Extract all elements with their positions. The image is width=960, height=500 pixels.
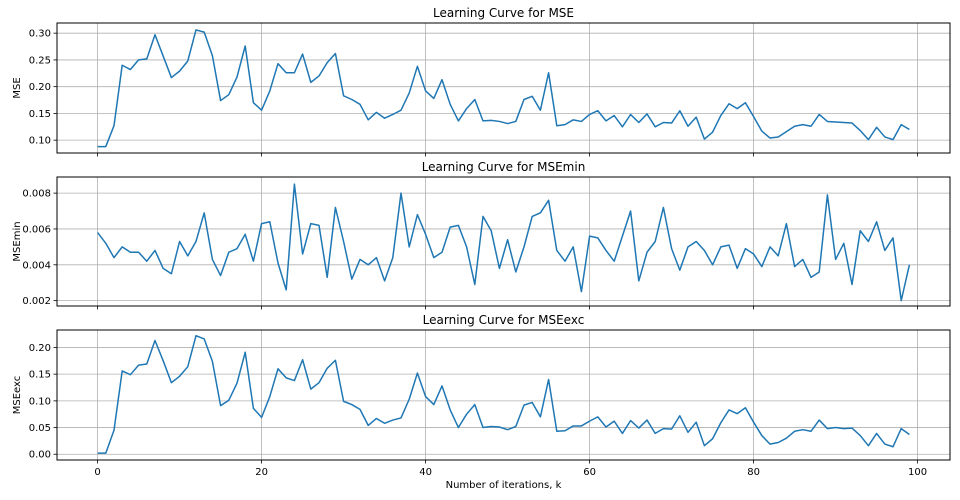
chart-panel-mse: 0.10 0.15 0.20 0.25 0.30 Learning Curve for M… xyxy=(12,6,951,157)
y-axis-label: MSE xyxy=(12,77,23,98)
chart-title: Learning Curve for MSEmin xyxy=(422,160,586,174)
y-tick-label: 0.30 xyxy=(29,29,51,40)
x-tick-label: 60 xyxy=(583,467,596,478)
chart-panel-msemin: 0.002 0.004 0.006 0.008 Learning Curve for M… xyxy=(12,160,951,310)
x-tick-label: 40 xyxy=(419,467,432,478)
series-line xyxy=(96,183,911,302)
y-tick-label: 0.15 xyxy=(29,370,51,381)
y-tick-label: 0.15 xyxy=(29,109,51,120)
x-tick-label: 80 xyxy=(747,467,760,478)
series-line xyxy=(97,29,910,148)
axes-frame xyxy=(56,329,951,461)
chart-panel-mseexc: 0.00 0.05 0.10 0.15 0.20 0 20 40 60 80 100 Learning… xyxy=(12,313,951,491)
x-tick-label: 0 xyxy=(94,467,100,478)
x-tick-label: 20 xyxy=(255,467,268,478)
x-axis-label: Number of iterations, k xyxy=(446,480,562,491)
y-tick-label: 0.10 xyxy=(29,136,51,147)
axes-frame xyxy=(56,176,951,307)
axes-frame xyxy=(56,22,951,154)
y-tick-label: 0.002 xyxy=(22,296,51,307)
y-tick-label: 0.006 xyxy=(22,224,51,235)
chart-title: Learning Curve for MSEexc xyxy=(423,313,585,327)
chart-title: Learning Curve for MSE xyxy=(433,6,574,20)
x-tick-label: 100 xyxy=(908,467,927,478)
y-tick-label: 0.10 xyxy=(29,396,51,407)
y-tick-label: 0.20 xyxy=(29,343,51,354)
y-tick-label: 0.20 xyxy=(29,82,51,93)
y-tick-label: 0.25 xyxy=(29,55,51,66)
y-tick-label: 0.00 xyxy=(29,450,51,461)
series-line xyxy=(97,334,910,454)
y-tick-label: 0.008 xyxy=(22,189,51,200)
y-tick-label: 0.004 xyxy=(22,260,51,271)
y-axis-label: MSEexc xyxy=(12,376,23,415)
y-axis-label: MSEmin xyxy=(12,221,23,261)
y-tick-label: 0.05 xyxy=(29,423,51,434)
